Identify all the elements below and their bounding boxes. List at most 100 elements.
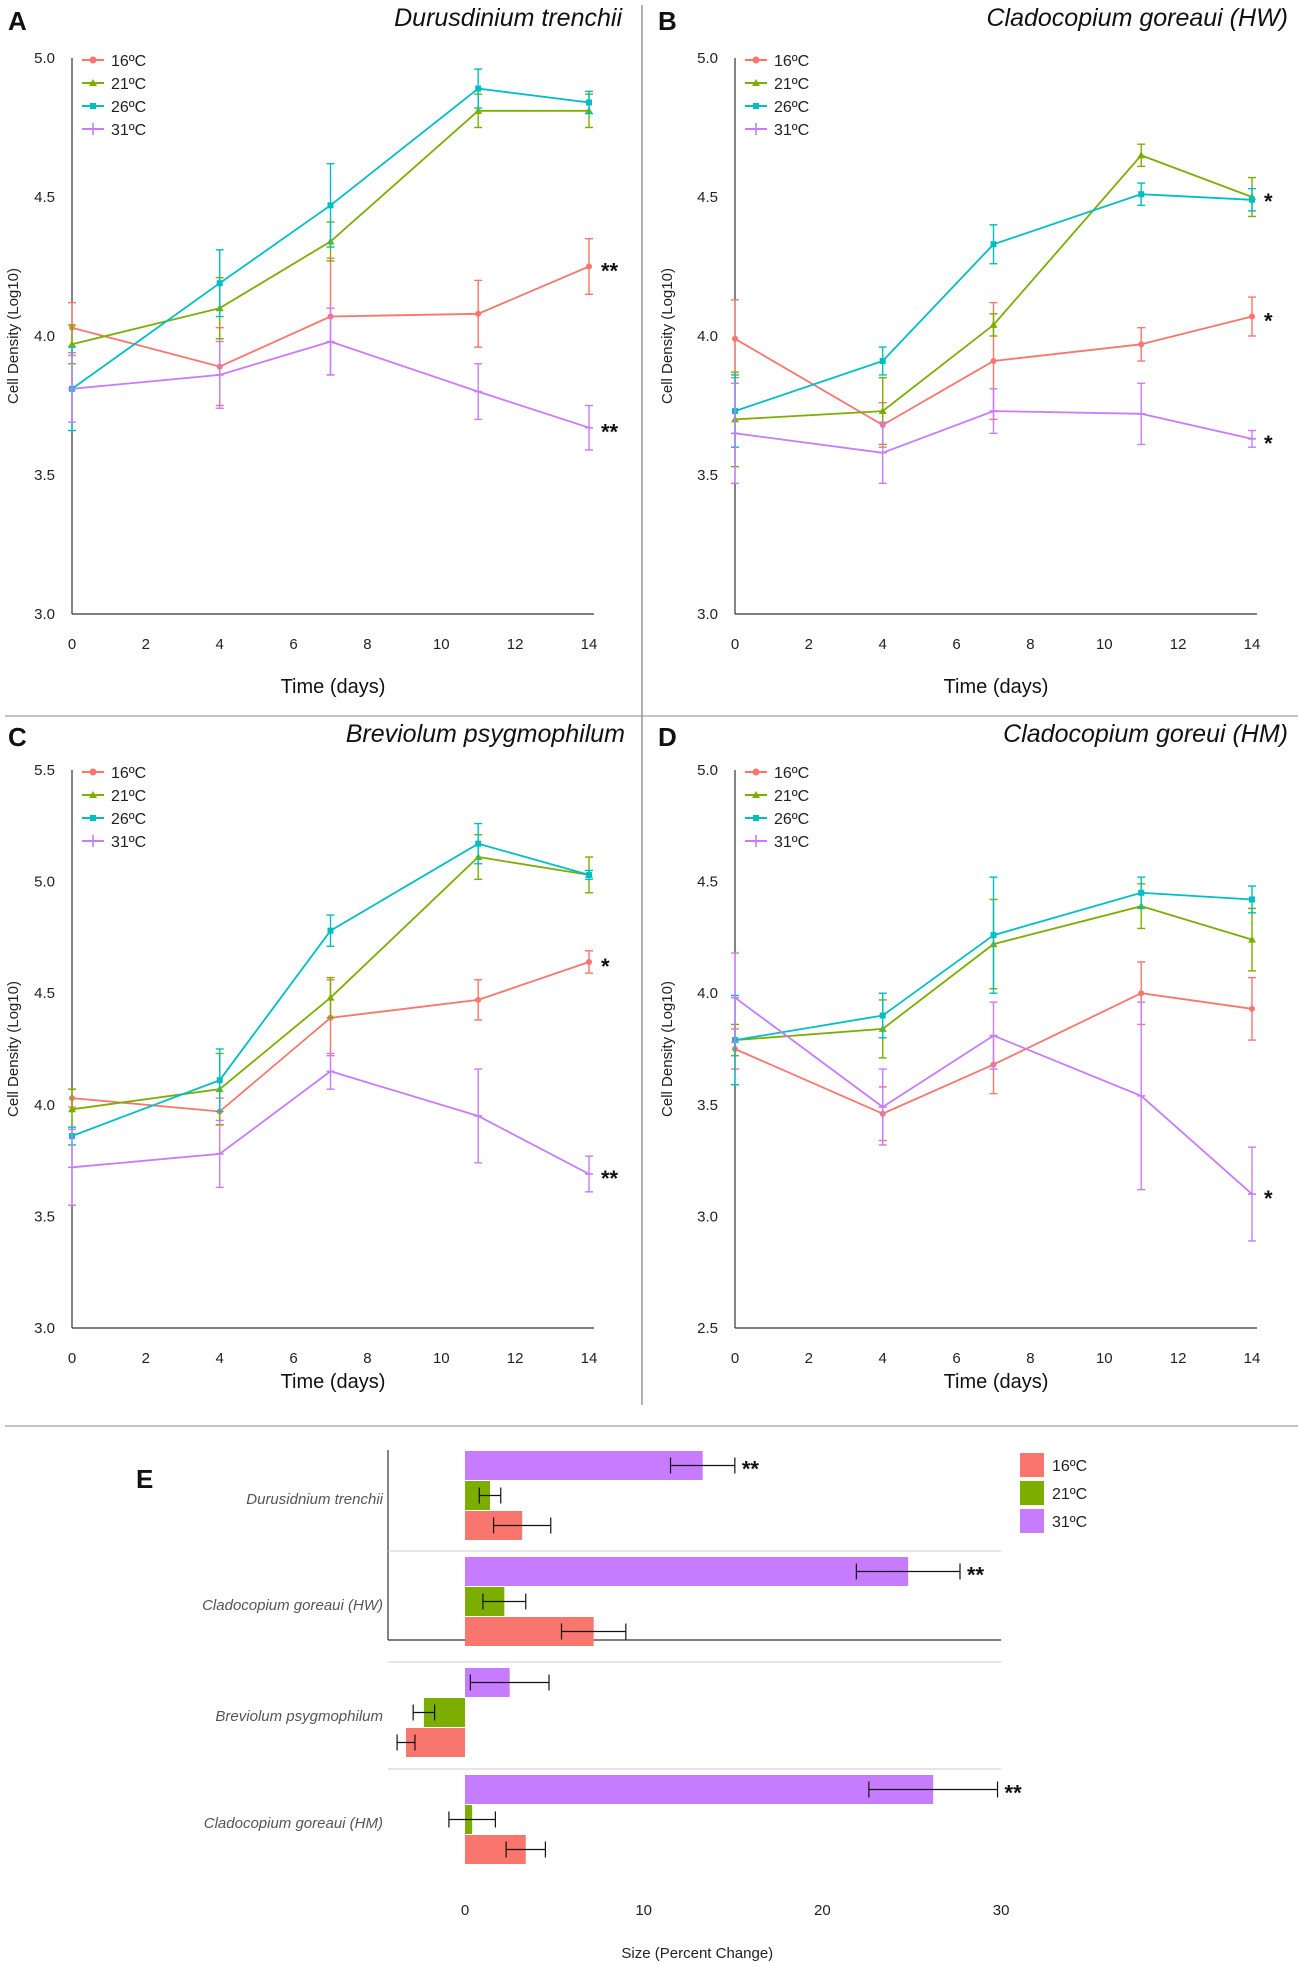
e-x-tick-label: 10	[635, 1902, 652, 1919]
e-legend-swatch-21	[1020, 1481, 1044, 1505]
pa-significance-16: **	[601, 259, 619, 284]
pa-x-tick-label: 0	[68, 636, 76, 653]
pa-y-axis-label: Cell Density (Log10)	[5, 268, 22, 404]
pc-legend-marker-16	[89, 768, 97, 776]
pb-significance-16: *	[1264, 309, 1273, 334]
pc-point-26	[216, 1077, 223, 1084]
pa-x-tick-label: 6	[289, 636, 297, 653]
pa-x-tick-label: 12	[507, 636, 524, 653]
pa-y-tick-label: 3.0	[34, 606, 55, 623]
pc-legend-marker-26	[90, 815, 96, 821]
e-x-tick-label: 20	[814, 1902, 831, 1919]
pa-point-21	[474, 106, 483, 114]
pc-x-tick-label: 8	[363, 1350, 371, 1367]
panel-title-a: Durusdinium trenchii	[394, 4, 623, 32]
e-bar-31	[465, 1451, 703, 1480]
e-category-label: Cladocopium goreaui (HM)	[204, 1815, 383, 1832]
pd-point-26	[990, 932, 997, 939]
pb-legend-marker-21	[752, 79, 760, 86]
panel-label-b: B	[658, 6, 677, 36]
pb-point-16	[1138, 341, 1145, 348]
pd-point-16	[1249, 1005, 1255, 1012]
pb-legend-marker-26	[753, 103, 759, 109]
pd-y-tick-label: 3.0	[697, 1208, 718, 1225]
pb-legend-label-21: 21ºC	[774, 76, 809, 93]
pc-significance-16: *	[601, 954, 610, 979]
pc-legend-label-16: 16ºC	[111, 765, 146, 782]
pd-y-tick-label: 2.5	[697, 1320, 718, 1337]
pa-legend-marker-16	[89, 56, 97, 64]
pa-point-26	[475, 85, 482, 92]
e-legend-swatch-31	[1020, 1509, 1044, 1533]
e-bar-16	[406, 1728, 465, 1757]
pd-legend-marker-16	[752, 768, 760, 776]
pc-point-21	[68, 1105, 76, 1113]
pd-point-21	[1248, 935, 1256, 943]
e-significance: **	[967, 1563, 985, 1588]
pc-point-16	[586, 958, 592, 965]
pb-point-16	[990, 358, 997, 365]
pd-point-16	[1138, 990, 1145, 997]
pd-x-tick-label: 0	[731, 1350, 739, 1367]
pd-x-axis-label: Time (days)	[944, 1371, 1049, 1393]
pd-y-tick-label: 4.5	[697, 874, 718, 891]
pd-point-26	[879, 1012, 886, 1019]
pa-point-21	[68, 340, 76, 348]
pd-x-tick-label: 4	[879, 1350, 887, 1367]
pb-point-26	[879, 358, 886, 365]
e-legend-label-16: 16ºC	[1052, 1458, 1087, 1475]
pc-x-tick-label: 14	[581, 1350, 598, 1367]
pc-point-16	[475, 996, 482, 1003]
pb-legend-label-26: 26ºC	[774, 99, 809, 116]
pb-y-tick-label: 5.0	[697, 50, 718, 67]
panel-title-c: Breviolum psygmophilum	[346, 720, 625, 748]
pd-significance-31: *	[1264, 1186, 1273, 1211]
pb-legend-label-16: 16ºC	[774, 53, 809, 70]
pa-point-26	[327, 202, 334, 209]
e-significance: **	[1005, 1781, 1023, 1806]
pc-x-axis-label: Time (days)	[281, 1371, 386, 1393]
pd-legend-label-21: 21ºC	[774, 788, 809, 805]
pa-x-tick-label: 8	[363, 636, 371, 653]
pc-x-tick-label: 4	[216, 1350, 224, 1367]
pb-x-tick-label: 0	[731, 636, 739, 653]
pb-point-21	[1137, 151, 1146, 159]
e-x-tick-label: 30	[993, 1902, 1010, 1919]
pb-x-tick-label: 12	[1170, 636, 1187, 653]
pd-y-tick-label: 4.0	[697, 985, 718, 1002]
pc-legend-label-31: 31ºC	[111, 834, 146, 851]
pc-legend-label-26: 26ºC	[111, 811, 146, 828]
e-legend-label-21: 21ºC	[1052, 1486, 1087, 1503]
pc-y-axis-label: Cell Density (Log10)	[5, 981, 22, 1117]
pa-significance-31: **	[601, 420, 619, 445]
pb-x-tick-label: 10	[1096, 636, 1113, 653]
pb-y-tick-label: 3.5	[697, 467, 718, 484]
pc-legend-label-21: 21ºC	[111, 788, 146, 805]
panel-title-d: Cladocopium goreui (HM)	[1003, 720, 1288, 748]
pc-y-tick-label: 3.5	[34, 1208, 55, 1225]
e-category-label: Durusidnium trenchii	[246, 1491, 383, 1508]
pd-y-tick-label: 3.5	[697, 1097, 718, 1114]
pd-x-tick-label: 14	[1244, 1350, 1261, 1367]
e-significance: **	[742, 1457, 760, 1482]
pd-y-tick-label: 5.0	[697, 762, 718, 779]
panel-label-d: D	[658, 722, 677, 752]
pa-point-26	[586, 99, 592, 106]
pb-y-axis-label: Cell Density (Log10)	[659, 268, 676, 404]
pd-x-tick-label: 12	[1170, 1350, 1187, 1367]
pa-y-tick-label: 4.5	[34, 189, 55, 206]
pd-legend-label-31: 31ºC	[774, 834, 809, 851]
pd-legend-marker-26	[753, 815, 759, 821]
e-x-tick-label: 0	[461, 1902, 469, 1919]
panel-title-b: Cladocopium goreaui (HW)	[986, 4, 1288, 32]
pb-x-tick-label: 8	[1026, 636, 1034, 653]
pa-point-26	[216, 280, 223, 287]
pa-y-tick-label: 5.0	[34, 50, 55, 67]
pb-point-26	[1249, 196, 1255, 203]
pd-legend-marker-21	[752, 791, 760, 798]
pa-y-tick-label: 3.5	[34, 467, 55, 484]
pd-x-tick-label: 6	[952, 1350, 960, 1367]
pc-y-tick-label: 5.0	[34, 874, 55, 891]
e-legend-label-31: 31ºC	[1052, 1514, 1087, 1531]
e-bar-31	[465, 1775, 934, 1804]
